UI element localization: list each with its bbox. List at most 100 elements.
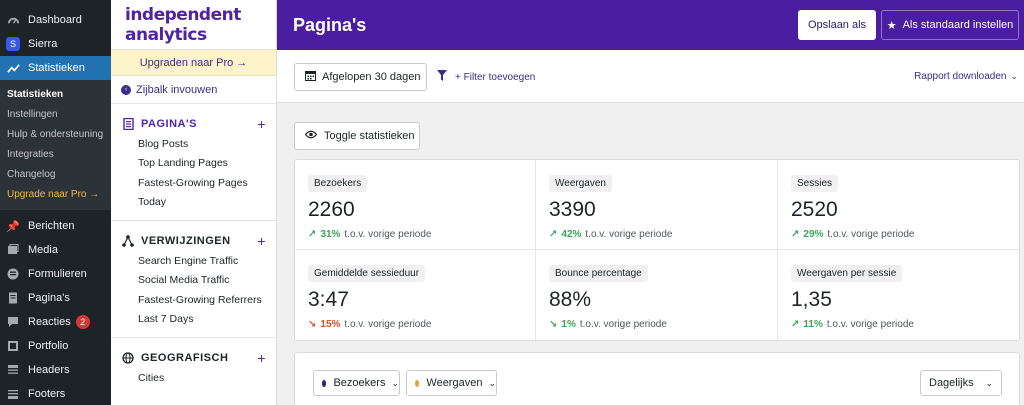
plus-icon[interactable]: + xyxy=(257,116,266,132)
stat-label: Weergaven xyxy=(549,175,612,192)
wp-menu-statistics[interactable]: Statistieken xyxy=(0,56,111,80)
stat-change-suffix: t.o.v. vorige periode xyxy=(826,319,914,330)
collapse-sidebar-button[interactable]: ‹ Zijbalk invouwen xyxy=(111,76,276,104)
ia-report-link[interactable]: Fastest-Growing Referrers xyxy=(138,293,262,306)
date-range-button[interactable]: Afgelopen 30 dagen xyxy=(294,63,427,91)
wp-submenu-integrations[interactable]: Integraties xyxy=(7,148,54,160)
wp-menu-label: Dashboard xyxy=(28,14,82,26)
wp-menu-sierra[interactable]: S Sierra xyxy=(0,32,111,56)
wp-menu-label: Sierra xyxy=(28,38,58,50)
ia-section-header[interactable]: GEOGRAFISCH + xyxy=(111,348,276,368)
ia-report-link[interactable]: Blog Posts xyxy=(138,137,189,150)
stat-value: 1,35 xyxy=(791,288,832,311)
stat-change-suffix: t.o.v. vorige periode xyxy=(827,229,915,240)
dashboard-icon xyxy=(6,13,20,27)
arrow-up-right-icon: ↗ xyxy=(791,229,800,240)
chevron-left-icon: ‹ xyxy=(121,84,131,95)
ia-section-title: VERWIJZINGEN xyxy=(141,235,231,247)
ia-report-link[interactable]: Top Landing Pages xyxy=(138,157,228,170)
stat-change-percent: 42% xyxy=(561,229,582,240)
stat-card-bounce-rate: Bounce percentage 88% ↘ 1% t.o.v. vorige… xyxy=(536,250,778,340)
wp-menu-media[interactable]: Media xyxy=(0,238,111,262)
ia-report-link[interactable]: Search Engine Traffic xyxy=(138,254,239,267)
ia-section-geo: GEOGRAFISCH + Cities xyxy=(111,338,276,396)
wp-menu-footers[interactable]: Footers xyxy=(0,382,111,405)
wp-admin-sidebar: Dashboard S Sierra Statistieken Statisti… xyxy=(0,0,111,405)
download-report-button[interactable]: Rapport downloaden ⌄ xyxy=(914,71,1018,82)
ia-section-title: GEOGRAFISCH xyxy=(141,352,229,364)
wp-menu-comments[interactable]: Reacties 2 xyxy=(0,310,111,334)
stat-label: Sessies xyxy=(791,175,839,192)
stat-label: Weergaven per sessie xyxy=(791,265,903,282)
ia-section-header[interactable]: PAGINA'S + xyxy=(111,114,276,134)
chevron-down-icon: ⌄ xyxy=(985,377,993,388)
stat-card-avg-session-duration: Gemiddelde sessieduur 3:47 ↘ 15% t.o.v. … xyxy=(295,250,536,340)
chart-line-icon xyxy=(6,61,20,75)
set-default-button[interactable]: ★ Als standaard instellen xyxy=(881,10,1019,40)
wp-submenu-changelog[interactable]: Changelog xyxy=(7,168,56,180)
save-as-button[interactable]: Opslaan als xyxy=(798,10,876,40)
filter-icon xyxy=(437,70,447,84)
plus-icon[interactable]: + xyxy=(257,350,266,366)
ia-section-header[interactable]: VERWIJZINGEN + xyxy=(111,231,276,251)
wp-menu-label: Headers xyxy=(28,364,70,376)
star-icon: ★ xyxy=(886,19,897,32)
arrow-up-right-icon: ↗ xyxy=(791,319,800,330)
ia-logo[interactable]: independent analytics xyxy=(111,0,276,50)
stat-change-percent: 15% xyxy=(320,319,341,330)
wp-menu-posts[interactable]: 📌 Berichten xyxy=(0,214,111,238)
ia-report-link[interactable]: Social Media Traffic xyxy=(138,274,230,287)
arrow-down-right-icon: ↘ xyxy=(308,319,317,330)
ia-upgrade-link[interactable]: Upgraden naar Pro → xyxy=(111,50,276,76)
date-range-label: Afgelopen 30 dagen xyxy=(322,71,421,83)
ia-section-referrers: VERWIJZINGEN + Search Engine Traffic Soc… xyxy=(111,221,276,338)
chevron-down-icon: ⌄ xyxy=(391,377,399,388)
primary-metric-select[interactable]: Bezoekers ⌄ xyxy=(313,370,400,396)
document-icon xyxy=(121,118,135,130)
set-default-label: Als standaard instellen xyxy=(902,19,1014,31)
add-filter-button[interactable]: + Filter toevoegen xyxy=(437,70,535,84)
page-header: Pagina's Opslaan als ★ Als standaard ins… xyxy=(277,0,1024,50)
stat-change-suffix: t.o.v. vorige periode xyxy=(344,319,432,330)
wp-menu-label: Formulieren xyxy=(28,268,87,280)
ia-report-link[interactable]: Today xyxy=(138,196,167,209)
ia-section-title: PAGINA'S xyxy=(141,118,197,130)
secondary-metric-select[interactable]: Weergaven ⌄ xyxy=(406,370,497,396)
stat-change-percent: 29% xyxy=(803,229,824,240)
series-color-dot xyxy=(415,379,420,387)
wp-menu-label: Pagina's xyxy=(28,292,70,304)
wp-menu-label: Media xyxy=(28,244,58,256)
stat-change-suffix: t.o.v. vorige periode xyxy=(585,229,673,240)
stat-value: 2260 xyxy=(308,198,355,221)
wp-submenu-upgrade[interactable]: Upgrade naar Pro → xyxy=(7,188,100,200)
wp-submenu-help[interactable]: Hulp & ondersteuning xyxy=(7,128,104,140)
wp-menu-portfolio[interactable]: Portfolio xyxy=(0,334,111,358)
network-icon xyxy=(121,235,135,247)
chevron-down-icon: ⌄ xyxy=(1010,71,1018,81)
chevron-down-icon: ⌄ xyxy=(488,377,496,388)
wp-submenu-statistics[interactable]: Statistieken xyxy=(7,88,64,100)
ia-report-link[interactable]: Fastest-Growing Pages xyxy=(138,176,248,189)
interval-select[interactable]: Dagelijks ⌄ xyxy=(920,370,1002,396)
plus-icon[interactable]: + xyxy=(257,233,266,249)
primary-metric-label: Bezoekers xyxy=(333,377,386,389)
wp-menu-dashboard[interactable]: Dashboard xyxy=(0,8,111,32)
stat-change: ↘ 15% t.o.v. vorige periode xyxy=(308,319,535,330)
stat-value: 2520 xyxy=(791,198,838,221)
stat-change: ↗ 42% t.o.v. vorige periode xyxy=(549,229,777,240)
ia-report-link[interactable]: Cities xyxy=(138,371,165,384)
wp-menu-forms[interactable]: Formulieren xyxy=(0,262,111,286)
chart-card: Bezoekers ⌄ Weergaven ⌄ Dagelijks ⌄ xyxy=(294,352,1020,405)
stat-card-views: Weergaven 3390 ↗ 42% t.o.v. vorige perio… xyxy=(536,160,778,250)
collapse-sidebar-label: Zijbalk invouwen xyxy=(136,83,218,96)
report-toolbar: Afgelopen 30 dagen + Filter toevoegen Ra… xyxy=(277,50,1024,103)
stat-change: ↗ 11% t.o.v. vorige periode xyxy=(791,319,1019,330)
globe-icon xyxy=(121,352,135,364)
stat-change: ↗ 29% t.o.v. vorige periode xyxy=(791,229,1019,240)
wp-menu-pages[interactable]: Pagina's xyxy=(0,286,111,310)
comment-icon xyxy=(6,315,20,329)
ia-report-link[interactable]: Last 7 Days xyxy=(138,313,194,326)
wp-menu-headers[interactable]: Headers xyxy=(0,358,111,382)
wp-submenu-settings[interactable]: Instellingen xyxy=(7,108,58,120)
toggle-stats-button[interactable]: Toggle statistieken xyxy=(294,122,420,150)
